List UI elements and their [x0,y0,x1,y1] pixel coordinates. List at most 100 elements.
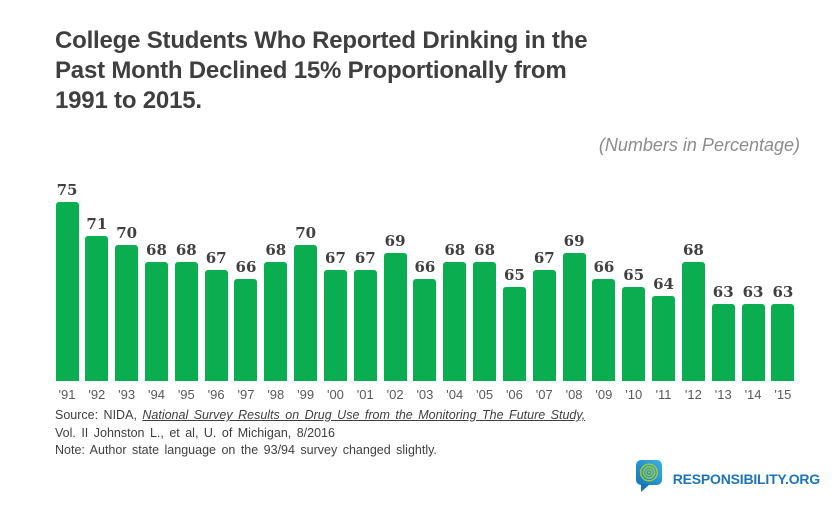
bar [771,304,795,381]
bar-value-label: 67 [325,249,346,267]
source-line-2: Vol. II Johnston L., et al, U. of Michig… [55,425,335,440]
bar-value-label: 68 [682,241,704,259]
bar-value-label: 63 [742,283,764,301]
bar-group: 66 '03 [413,258,437,402]
source-prefix: Source: NIDA, [55,408,143,422]
bar-value-label: 68 [444,241,466,259]
bar-value-label: 70 [116,224,138,242]
bar-group: 67 '07 [532,249,556,402]
bar [532,270,556,381]
bar-value-label: 67 [533,249,555,267]
bar [264,262,288,381]
bar [592,279,616,381]
bar-group: 68 '04 [443,241,467,402]
responsibility-org-logo[interactable]: RESPONSIBILITY.ORG [635,459,820,498]
bar-value-label: 68 [474,241,496,259]
bar-value-label: 67 [354,249,376,267]
bar-year-label: '92 [88,387,106,402]
study-title-link[interactable]: National Survey Results on Drug Use from… [142,408,586,422]
bar-value-label: 65 [503,266,525,284]
source-line-1: Source: NIDA, National Survey Results on… [55,407,585,425]
bar-value-label: 66 [593,258,615,276]
bar-group: 70 '99 [294,224,318,402]
bar-group: 66 '09 [592,258,616,402]
bar [55,202,79,381]
bar-group: 69 '02 [383,232,407,402]
chart-subtitle: (Numbers in Percentage) [598,135,800,155]
bar-year-label: '99 [297,387,315,402]
bar-group: 70 '93 [115,224,139,402]
speech-bubble-target-icon [635,459,665,498]
bar [353,270,377,381]
bar-group: 68 '12 [681,241,705,402]
bar [174,262,198,381]
bar [681,262,705,381]
bar [383,253,407,381]
bar-group: 63 '14 [741,283,765,402]
chart-title-line-2: Past Month Declined 15% Proportionally f… [55,57,567,84]
bar-year-label: '91 [58,387,76,402]
bar-year-label: '03 [416,387,434,402]
bar-value-label: 68 [175,241,197,259]
bar-value-label: 64 [653,275,674,293]
bar-value-label: 63 [712,283,734,301]
bar [652,296,676,381]
bar-value-label: 67 [205,249,227,267]
bar [234,279,258,381]
bar-value-label: 70 [295,224,317,242]
chart-title: College Students Who Reported Drinking i… [55,26,588,116]
bar [473,262,497,381]
bar [741,304,765,381]
bar-group: 67 '00 [323,249,347,402]
bar-group: 64 '11 [652,275,676,402]
bar-value-label: 71 [86,215,108,233]
bar-group: 67 '01 [353,249,377,402]
bar-year-label: '12 [684,387,702,402]
bar-year-label: '01 [356,387,374,402]
bar-year-label: '94 [148,387,165,402]
bar-year-label: '14 [744,387,762,402]
bar-group: 65 '10 [622,266,646,402]
bar [323,270,347,381]
bar-group: 63 '15 [771,283,795,402]
source-note: Source: NIDA, National Survey Results on… [55,407,585,460]
bar-year-label: '13 [714,387,732,402]
bar-year-label: '00 [326,387,344,402]
bar-value-label: 68 [265,241,287,259]
bar-group: 68 '95 [174,241,198,402]
bar-group: 68 '05 [473,241,497,402]
bar-group: 75 '91 [55,181,79,402]
bar-year-label: '95 [177,387,195,402]
bar-year-label: '05 [476,387,494,402]
chart-title-line-3: 1991 to 2015. [55,87,202,114]
bar-value-label: 75 [56,181,78,199]
bar-group: 69 '08 [562,232,586,402]
bar-value-label: 69 [384,232,406,250]
bar-group: 65 '06 [502,266,526,402]
bar [711,304,735,381]
bar-year-label: '15 [774,387,792,402]
bar [443,262,467,381]
bar-year-label: '08 [565,387,583,402]
bar [562,253,586,381]
bar-value-label: 68 [146,241,167,259]
bar-value-label: 69 [563,232,585,250]
bar-group: 66 '97 [234,258,258,402]
bar-group: 68 '94 [144,241,168,402]
bar-year-label: '96 [207,387,225,402]
bar-value-label: 66 [235,258,257,276]
bar-group: 67 '96 [204,249,228,402]
bar-chart: 75 '91 71 '92 70 '93 68 '94 68 '95 67 '96 66 '97 68 '98… [55,180,795,402]
bar [204,270,228,381]
bar [413,279,437,381]
bar [294,245,318,381]
bar-value-label: 65 [623,266,645,284]
chart-title-line-1: College Students Who Reported Drinking i… [55,27,588,54]
bar [115,245,139,381]
bar [144,262,168,381]
bar-year-label: '97 [237,387,255,402]
bar-year-label: '02 [386,387,404,402]
bar-year-label: '04 [446,387,464,402]
bar-year-label: '98 [267,387,285,402]
